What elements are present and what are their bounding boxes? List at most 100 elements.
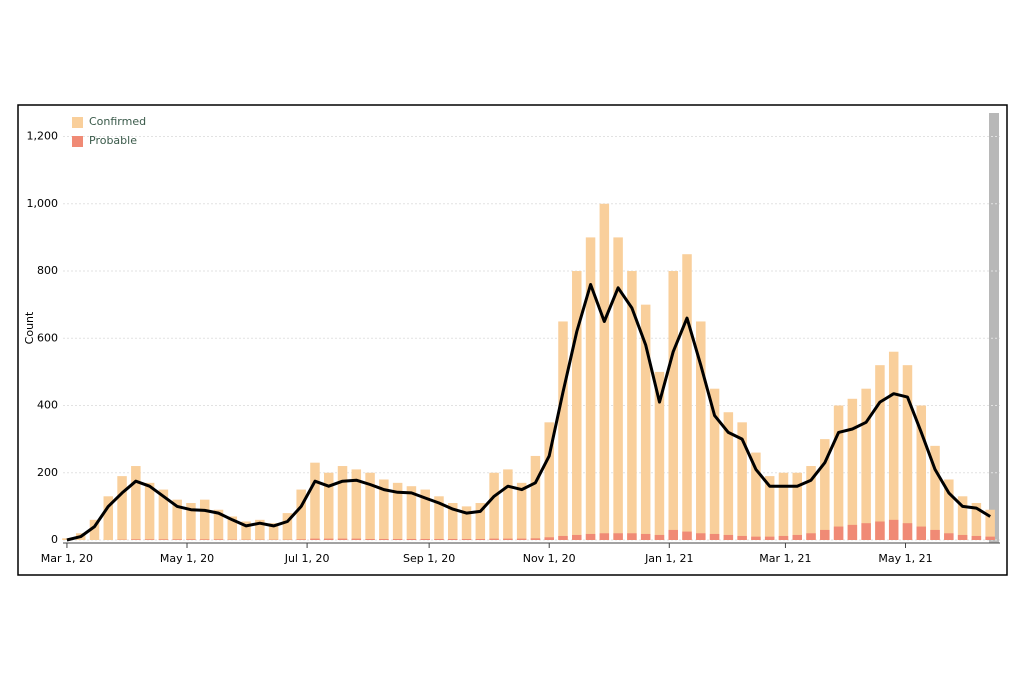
bar [778, 535, 789, 540]
bar [144, 482, 155, 540]
bar [461, 506, 472, 540]
bar [172, 499, 182, 540]
bar [351, 469, 362, 540]
bar [847, 398, 858, 540]
bar [241, 521, 251, 540]
bar [213, 509, 224, 540]
bar [131, 539, 141, 540]
bar [930, 445, 940, 540]
bar [406, 486, 417, 540]
legend-label: Confirmed [89, 115, 146, 128]
bar [654, 371, 665, 540]
bar [668, 271, 678, 540]
bar [323, 472, 334, 540]
bar [792, 534, 802, 540]
bar [199, 499, 210, 540]
x-tick-label: Nov 1, 20 [523, 552, 576, 565]
x-tick-label: Jan 1, 21 [644, 552, 693, 565]
bar [131, 466, 141, 540]
bar [916, 405, 927, 540]
bar [613, 533, 623, 540]
bar [448, 503, 458, 540]
bar [296, 539, 306, 540]
bar [971, 503, 982, 540]
bar [585, 237, 596, 540]
bar [944, 479, 954, 540]
bar [847, 524, 858, 540]
legend-swatch [72, 117, 83, 128]
bar [916, 526, 927, 540]
bar [337, 466, 348, 540]
y-tick-label: 400 [37, 399, 58, 412]
bar [751, 536, 761, 540]
bar [475, 503, 486, 540]
bar [971, 535, 982, 540]
bar [158, 489, 169, 540]
bar [792, 472, 802, 540]
bar [103, 496, 114, 540]
bar [806, 466, 816, 540]
bar [737, 535, 747, 540]
average-line [66, 283, 991, 542]
bar [957, 534, 968, 540]
bar [957, 496, 968, 540]
bar [640, 533, 651, 540]
y-tick-label: 800 [37, 264, 58, 277]
bar [158, 539, 169, 540]
bar [820, 529, 830, 540]
bar [902, 365, 913, 540]
bar [516, 538, 527, 540]
bar [186, 539, 196, 540]
bar [861, 523, 871, 540]
bar [902, 523, 913, 540]
bar [448, 538, 458, 540]
x-tick-label: Sep 1, 20 [403, 552, 455, 565]
bar [806, 533, 816, 540]
bar [558, 535, 568, 540]
bar [365, 472, 375, 540]
bar [833, 405, 844, 540]
bar [572, 271, 582, 540]
bar [709, 388, 720, 540]
legend-label: Probable [89, 134, 137, 147]
bar [682, 531, 692, 540]
bar [682, 254, 692, 541]
bar [723, 412, 734, 540]
bar [572, 534, 582, 540]
bar [833, 526, 844, 540]
x-tick-label: May 1, 21 [878, 552, 932, 565]
bar [723, 534, 734, 540]
bar [985, 509, 995, 540]
bar [875, 365, 885, 540]
bar [379, 479, 389, 540]
x-tick-label: May 1, 20 [160, 552, 214, 565]
x-tick-label: Mar 1, 21 [759, 552, 811, 565]
bar [323, 538, 334, 540]
bar [144, 539, 155, 540]
bar [530, 455, 541, 540]
bar [406, 538, 417, 540]
bar [640, 304, 651, 540]
bar [365, 538, 375, 540]
y-axis-label: Count [23, 311, 36, 344]
bar [503, 469, 513, 540]
bar [310, 462, 320, 540]
bar [778, 472, 789, 540]
bar [489, 538, 499, 540]
y-tick-label: 600 [37, 331, 58, 344]
bar [434, 496, 444, 540]
bar [861, 388, 871, 540]
bar [613, 237, 623, 540]
bar [709, 533, 720, 540]
bar [392, 482, 403, 540]
bar [351, 538, 362, 540]
bar [585, 533, 596, 540]
bar [696, 321, 706, 540]
bar [985, 536, 995, 540]
legend: Confirmed Probable [72, 115, 146, 147]
bar [379, 538, 389, 540]
bar [764, 536, 775, 540]
bar [186, 503, 196, 540]
bar [696, 533, 706, 540]
bar [654, 534, 665, 540]
